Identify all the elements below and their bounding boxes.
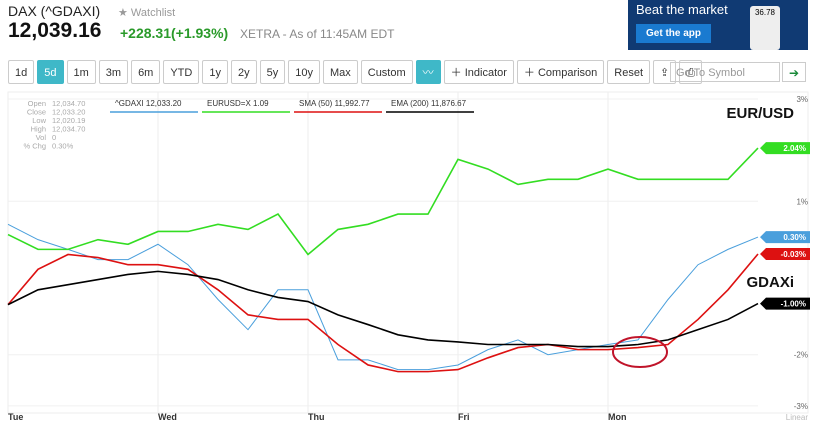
range-button[interactable]: 1m [66,60,96,84]
info-label: % Chg [23,142,46,151]
info-label: Close [27,108,46,117]
label: 6m [138,67,154,79]
annotation: EUR/USD [726,105,794,122]
info-label: Low [32,116,46,125]
range-button[interactable]: 1y [202,60,228,84]
end-label: -0.03% [781,250,806,259]
range-button[interactable]: 6m [131,60,161,84]
reset-button[interactable]: Reset [607,60,651,84]
highlight-ellipse [612,336,668,368]
label: Reset [614,67,644,79]
legend-label: EMA (200) 11,876.67 [391,99,467,108]
range-button[interactable]: 2y [230,60,257,84]
watchlist-label[interactable]: Watchlist [130,7,176,19]
x-tick-label: Wed [158,412,177,422]
source: XETRA - As of 11:45AM EDT [240,27,395,41]
label: 5y [266,67,279,79]
range-button[interactable]: 1d [8,60,35,84]
label: Max [329,67,351,79]
ad[interactable]: Beat the market Get the app 36.78 [628,0,808,50]
scale-label: Linear [786,413,809,422]
y-tick-label: 1% [796,197,808,206]
legend-label: ^GDAXI 12,033.20 [115,99,182,108]
label: Indicator [464,67,507,79]
comparison-button[interactable]: ＋ Comparison [516,60,605,84]
watchlist[interactable]: ★ Watchlist [118,7,176,19]
icon: ＋ [523,67,538,79]
info-label: High [31,125,46,134]
end-label: 0.30% [783,233,806,242]
plot-frame [7,91,809,414]
ad-headline: Beat the market [636,2,728,17]
end-tag [760,142,810,155]
chart: 3% 1% -2% -3% Tue Wed Thu Fri Mon Linear Open 12,03… [7,91,810,422]
series-line [7,223,759,371]
info-label: Vol [36,133,47,142]
go-button[interactable]: ➔ [782,62,806,82]
range-button[interactable]: Max [322,60,358,84]
label: 1m [73,67,89,79]
range-button[interactable]: 5d [37,60,64,84]
label: 2y [237,67,250,79]
print-button[interactable]: ⎙ [679,60,703,84]
ad-phone: 36.78 [750,6,780,50]
annotation: GDAXi [746,274,794,291]
info-value: 0 [52,133,56,142]
end-tag [760,247,810,260]
label: Comparison [537,67,598,79]
icon: ＋ [450,67,465,79]
range-button[interactable]: Custom [360,60,413,84]
label: 1y [209,67,221,79]
change: +228.31(+1.93%) [120,25,229,41]
title: DAX (^GDAXI) [8,3,101,19]
label: 3m [105,67,122,79]
x-tick-label: Thu [308,412,325,422]
indicator-button[interactable]: ＋ Indicator [443,60,514,84]
info-value: 12,034.70 [52,125,85,134]
toolbar: 1d 5d 1m 3m 6m YTD 1y 2y 5y 10y Max Custom 〰 ＋ Indica… [8,60,705,84]
price: 12,039.16 [8,19,102,42]
series-line [7,147,759,256]
series-line [7,253,759,373]
range-button[interactable]: 3m [98,60,129,84]
label: Custom [367,67,406,79]
legend-label: SMA (50) 11,992.77 [299,99,370,108]
label: 10y [295,67,313,79]
info-value: 12,034.70 [52,99,85,108]
y-tick-label: -2% [794,351,808,360]
x-tick-label: Mon [608,412,627,422]
label: 5d [44,67,57,79]
info-value: 12,033.20 [52,108,85,117]
y-tick-label: 3% [796,95,808,104]
end-tag [760,231,810,244]
end-label: 2.04% [783,144,806,153]
end-label: -1.00% [781,300,806,309]
label: 1d [15,67,28,79]
label: YTD [170,67,193,79]
end-tag [760,297,810,310]
range-button[interactable]: YTD [163,60,200,84]
ad-button[interactable]: Get the app [636,24,712,43]
symbol-input[interactable]: Go To Symbol [670,62,780,82]
range-button[interactable]: 10y [288,60,320,84]
x-tick-label: Fri [458,412,470,422]
info-label: Open [28,99,46,108]
x-tick-label: Tue [8,412,23,422]
legend-label: EURUSD=X 1.09 [207,99,269,108]
icon: 〰 [422,67,434,79]
series-line [7,270,759,348]
chart-type-button[interactable]: 〰 [415,60,441,84]
y-tick-label: -3% [794,402,808,411]
info-value: 12,020.19 [52,116,85,125]
icon: ⇪ [660,67,670,79]
icon: ⎙ [686,67,696,79]
range-button[interactable]: 5y [259,60,286,84]
info-value: 0.30% [52,142,74,151]
